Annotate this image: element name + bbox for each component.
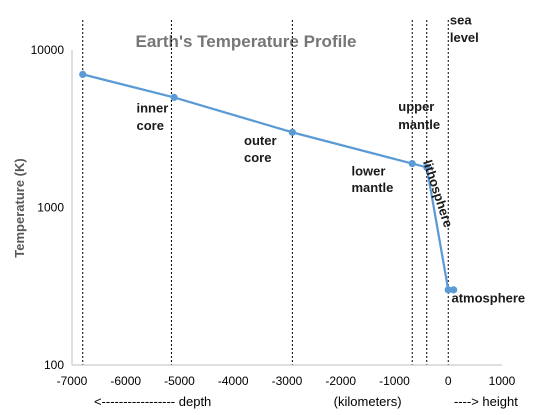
data-point <box>423 163 431 171</box>
annotation-label: upper <box>398 99 434 114</box>
y-tick-label: 10000 <box>31 43 65 57</box>
data-point <box>170 93 178 102</box>
x-axis-label-part: <----------------- depth <box>94 394 211 409</box>
annotation-label: inner <box>137 101 169 116</box>
x-tick-label: -1000 <box>379 374 410 388</box>
annotation-label: core <box>244 150 271 165</box>
x-tick-label: 1000 <box>489 374 516 388</box>
x-axis-label-part: (kilometers) <box>334 394 402 409</box>
x-axis-label-part: ----> height <box>454 394 518 409</box>
x-tick-label: -3000 <box>272 374 303 388</box>
data-point <box>450 286 458 294</box>
x-tick-labels: -7000 -6000 -5000 -4000 -3000 -2000 -1000 0 1000 <box>57 374 516 388</box>
annotation-label: mantle <box>398 117 440 132</box>
data-point <box>79 70 87 78</box>
y-tick-label: 1000 <box>37 201 64 215</box>
annotation-label: outer <box>244 133 277 148</box>
axes <box>71 50 502 366</box>
annotation-label: lower <box>352 163 386 178</box>
data-point <box>288 128 296 136</box>
series-temperature <box>79 70 458 294</box>
x-tick-label: -5000 <box>164 374 195 388</box>
x-tick-label: -4000 <box>218 374 249 388</box>
annotation-label: level <box>450 30 479 45</box>
x-tick-label: -2000 <box>325 374 356 388</box>
annotation-label: atmosphere <box>451 290 525 305</box>
x-axis-label: <----------------- depth (kilometers) ----… <box>94 394 518 409</box>
x-tick-label: 0 <box>445 374 452 388</box>
x-tick-label: -7000 <box>57 374 88 388</box>
data-point <box>444 286 452 294</box>
y-axis-label: Temperature (K) <box>12 158 27 257</box>
x-tick-label: -6000 <box>110 374 141 388</box>
data-point <box>408 159 416 168</box>
y-tick-label: 100 <box>44 358 64 372</box>
annotation-label: core <box>137 118 164 133</box>
y-tick-labels: 100 1000 10000 <box>31 43 65 372</box>
annotation-label: mantle <box>352 180 394 195</box>
annotation-label: sea <box>450 13 472 28</box>
chart-title: Earth's Temperature Profile <box>135 32 356 51</box>
